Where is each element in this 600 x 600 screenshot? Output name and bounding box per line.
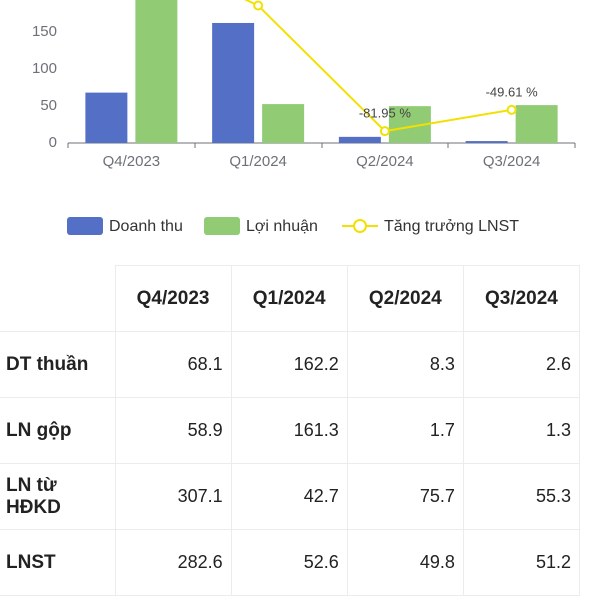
x-tick-label: Q2/2024 <box>356 153 414 170</box>
row-label: LNST <box>0 529 116 596</box>
line-point <box>506 104 517 115</box>
legend-label: Tăng trưởng LNST <box>384 218 519 235</box>
x-tick-label: Q4/2023 <box>103 153 161 170</box>
cell: 2.6 <box>462 331 581 398</box>
y-tick-label: 200 <box>32 0 57 3</box>
row-label: DT thuần <box>0 331 116 398</box>
cell: 51.2 <box>462 529 581 596</box>
legend-label: Lợi nhuận <box>246 218 318 235</box>
table-row: LNST 282.6 52.6 49.8 51.2 <box>0 529 581 596</box>
line <box>244 0 512 133</box>
y-tick-label: 50 <box>40 97 57 114</box>
column-header: Q3/2024 <box>462 265 581 332</box>
row-label: LN gộp <box>0 397 116 464</box>
y-tick-label: 100 <box>32 60 57 77</box>
bar <box>338 136 381 143</box>
legend-symbol <box>353 219 367 233</box>
cell: 49.8 <box>346 529 464 596</box>
bar <box>515 105 558 143</box>
bar <box>465 141 508 143</box>
line-point <box>379 126 390 137</box>
chart: 0 50 100 150 200 Q4/2023 Q1/2024 Q2/2024 Q3/2024… <box>32 0 576 235</box>
table-row: LN từ HĐKD 307.1 42.7 75.7 55.3 <box>0 463 581 530</box>
y-tick-label: 0 <box>49 134 57 151</box>
bar <box>135 0 178 143</box>
cell: 307.1 <box>114 463 232 530</box>
column-header: Q4/2023 <box>114 265 232 332</box>
x-tick-label: Q3/2024 <box>483 153 541 170</box>
data-label: -81.95 % <box>359 106 411 121</box>
x-ticks <box>67 143 576 148</box>
cell: 1.3 <box>462 397 581 464</box>
legend-symbol <box>204 217 240 235</box>
legend-symbol <box>67 217 103 235</box>
cell: 52.6 <box>230 529 348 596</box>
table-row: LN gộp 58.9 161.3 1.7 1.3 <box>0 397 581 464</box>
cell: 1.7 <box>346 397 464 464</box>
cell: 75.7 <box>346 463 464 530</box>
cell: 8.3 <box>346 331 464 398</box>
column-header: Q1/2024 <box>230 265 348 332</box>
table-row: DT thuần 68.1 162.2 8.3 2.6 <box>0 331 581 398</box>
x-tick-label: Q1/2024 <box>229 153 287 170</box>
cell: 68.1 <box>114 331 232 398</box>
data-label: -49.61 % <box>486 84 538 99</box>
y-tick-label: 150 <box>32 23 57 40</box>
cell: 162.2 <box>230 331 348 398</box>
bar <box>212 22 255 143</box>
corner <box>0 265 116 332</box>
cell: 58.9 <box>114 397 232 464</box>
bar <box>262 104 305 143</box>
row-label: LN từ HĐKD <box>0 463 116 530</box>
legend-label: Doanh thu <box>109 218 183 235</box>
cell: 282.6 <box>114 529 232 596</box>
column-header: Q2/2024 <box>346 265 464 332</box>
cell: 55.3 <box>462 463 581 530</box>
line-point <box>253 0 264 11</box>
cell: 161.3 <box>230 397 348 464</box>
cell: 42.7 <box>230 463 348 530</box>
bar <box>85 92 128 143</box>
data-table: Q4/2023 Q1/2024 Q2/2024 Q3/2024 DT thuần 68.… <box>0 265 581 596</box>
